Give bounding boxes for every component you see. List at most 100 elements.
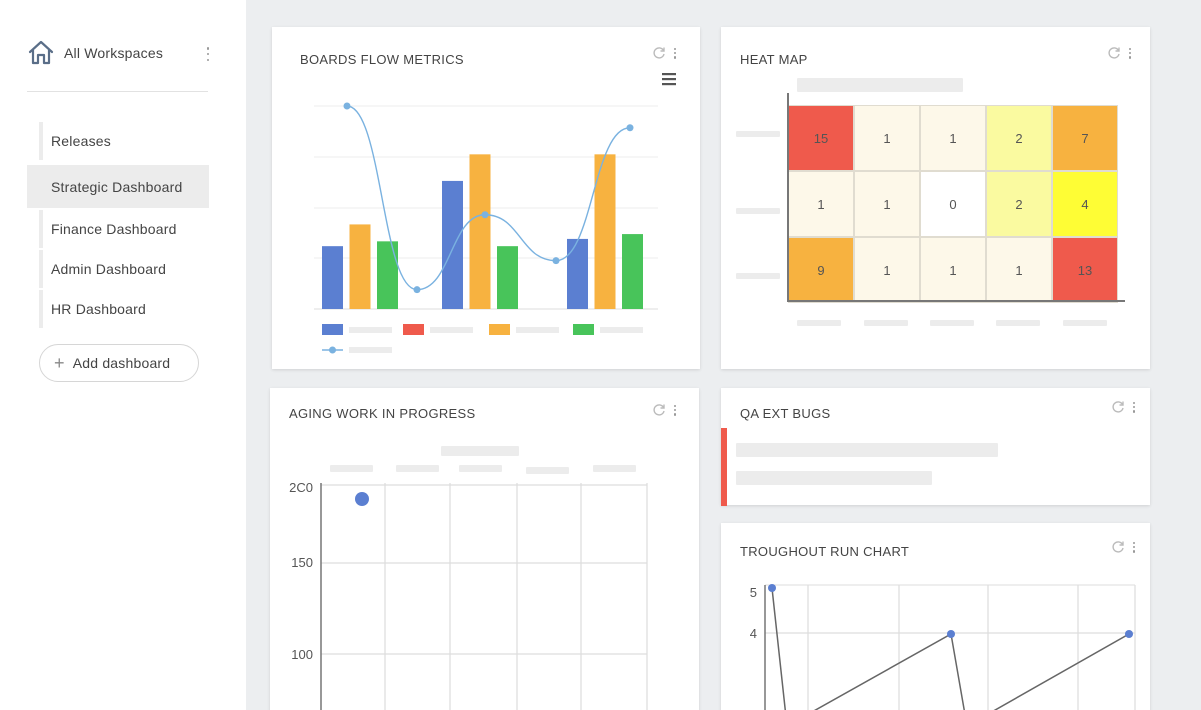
- row-label-placeholder: [736, 131, 780, 137]
- bar: [377, 241, 398, 309]
- heat-map-cell[interactable]: 1: [986, 237, 1052, 303]
- sidebar-item-admin-dashboard[interactable]: Admin Dashboard: [27, 250, 209, 288]
- x-axis: [787, 300, 1125, 302]
- sidebar-item-hr-dashboard[interactable]: HR Dashboard: [27, 290, 209, 328]
- widget-tools: [1107, 46, 1133, 60]
- run-line: [771, 587, 1130, 710]
- widget-menu-icon[interactable]: [672, 47, 678, 59]
- heat-map-cell[interactable]: 9: [788, 237, 854, 303]
- heat-map-cell[interactable]: 2: [986, 171, 1052, 237]
- line-point: [481, 211, 489, 219]
- workspace-label: All Workspaces: [64, 45, 164, 61]
- legend-placeholder: [593, 465, 636, 472]
- aging-scatter-chart: 2C0 150 100: [289, 480, 648, 710]
- content-placeholder: [736, 443, 998, 457]
- heat-map-cell[interactable]: 1: [920, 105, 986, 171]
- refresh-icon[interactable]: [652, 403, 666, 417]
- bar: [497, 246, 518, 309]
- bar: [322, 246, 343, 309]
- add-dashboard-label: Add dashboard: [72, 355, 171, 371]
- workspace-selector[interactable]: All Workspaces: [27, 38, 217, 68]
- refresh-icon[interactable]: [1111, 400, 1125, 414]
- bar: [567, 238, 588, 309]
- y-tick-label: 5: [750, 585, 757, 600]
- heat-map-cell[interactable]: 0: [920, 171, 986, 237]
- heat-map-cell[interactable]: 1: [854, 237, 920, 303]
- heat-map-cell[interactable]: 7: [1052, 105, 1118, 171]
- line-point: [343, 102, 351, 110]
- y-tick-label: 2C0: [289, 480, 313, 495]
- heat-map-cell[interactable]: 13: [1052, 237, 1118, 303]
- widget-tools: [1111, 400, 1137, 414]
- content-placeholder: [736, 471, 932, 485]
- widget-tools: [1111, 540, 1137, 554]
- chart-title-placeholder: [441, 446, 519, 456]
- add-dashboard-button[interactable]: + Add dashboard: [39, 344, 199, 382]
- legend-point: [329, 346, 336, 354]
- legend-label-placeholder: [600, 327, 643, 333]
- hamburger-menu-icon[interactable]: [662, 72, 676, 86]
- run-point: [1125, 630, 1133, 638]
- boards-flow-metrics-widget: BOARDS FLOW METRICS: [272, 27, 700, 369]
- legend-label-placeholder: [430, 327, 473, 333]
- refresh-icon[interactable]: [1111, 540, 1125, 554]
- flow-metrics-chart: [314, 102, 658, 354]
- widget-title: BOARDS FLOW METRICS: [300, 52, 464, 67]
- sidebar-item-label: Releases: [51, 133, 111, 149]
- heat-map-cell[interactable]: 15: [788, 105, 854, 171]
- legend-label-placeholder: [516, 327, 559, 333]
- heat-map-cell[interactable]: 1: [920, 237, 986, 303]
- sidebar-item-label: HR Dashboard: [51, 301, 146, 317]
- workspace-menu-icon[interactable]: [205, 47, 211, 61]
- refresh-icon[interactable]: [1107, 46, 1121, 60]
- legend-placeholder: [526, 467, 569, 474]
- legend-swatch: [322, 324, 343, 335]
- legend-swatch: [573, 324, 594, 335]
- widget-tools: [652, 46, 678, 60]
- widget-menu-icon[interactable]: [1131, 401, 1137, 413]
- row-label-placeholder: [736, 208, 780, 214]
- heat-map-cell[interactable]: 1: [854, 105, 920, 171]
- divider: [27, 91, 208, 92]
- line-point: [552, 257, 560, 265]
- heat-map-cell[interactable]: 1: [788, 171, 854, 237]
- nav-indicator: [39, 122, 43, 160]
- refresh-icon[interactable]: [652, 46, 666, 60]
- bar: [469, 154, 491, 309]
- nav-indicator: [39, 210, 43, 248]
- throughput-run-chart-widget: TROUGHOUT RUN CHART 5 4: [721, 523, 1150, 710]
- column-label-placeholder: [864, 320, 908, 326]
- legend-label-placeholder: [349, 327, 392, 333]
- column-label-placeholder: [1063, 320, 1107, 326]
- widget-menu-icon[interactable]: [1127, 47, 1133, 59]
- bar: [594, 154, 616, 309]
- legend-label-placeholder: [349, 347, 392, 353]
- qa-ext-bugs-widget: QA EXT BUGS: [721, 388, 1150, 506]
- run-point: [947, 630, 955, 638]
- y-tick-label: 4: [750, 626, 757, 641]
- sidebar-item-label: Strategic Dashboard: [51, 178, 183, 195]
- y-axis: [787, 93, 789, 301]
- heat-map-cell[interactable]: 2: [986, 105, 1052, 171]
- home-icon: [28, 40, 54, 65]
- sidebar-item-releases[interactable]: Releases: [27, 122, 209, 160]
- sidebar-item-strategic-dashboard[interactable]: Strategic Dashboard: [27, 165, 209, 208]
- bar: [622, 234, 643, 309]
- aging-work-in-progress-widget: AGING WORK IN PROGRESS 2C0 150 100: [270, 388, 699, 710]
- nav-indicator: [39, 250, 43, 288]
- widget-menu-icon[interactable]: [672, 404, 678, 416]
- heat-map-widget: HEAT MAP 15 1 1 2 7 1 1 0 2 4 9 1 1 1 13: [721, 27, 1150, 369]
- sidebar-item-finance-dashboard[interactable]: Finance Dashboard: [27, 210, 209, 248]
- widget-title: QA EXT BUGS: [740, 406, 831, 421]
- line-point: [626, 124, 634, 132]
- heat-map-cell[interactable]: 1: [854, 171, 920, 237]
- widget-title: HEAT MAP: [740, 52, 808, 67]
- widget-title: AGING WORK IN PROGRESS: [289, 406, 476, 421]
- column-label-placeholder: [996, 320, 1040, 326]
- y-tick-label: 150: [291, 555, 313, 570]
- widget-title: TROUGHOUT RUN CHART: [740, 544, 910, 559]
- heat-map-cell[interactable]: 4: [1052, 171, 1118, 237]
- widget-menu-icon[interactable]: [1131, 541, 1137, 553]
- nav-indicator: [39, 290, 43, 328]
- sidebar-item-label: Admin Dashboard: [51, 261, 167, 277]
